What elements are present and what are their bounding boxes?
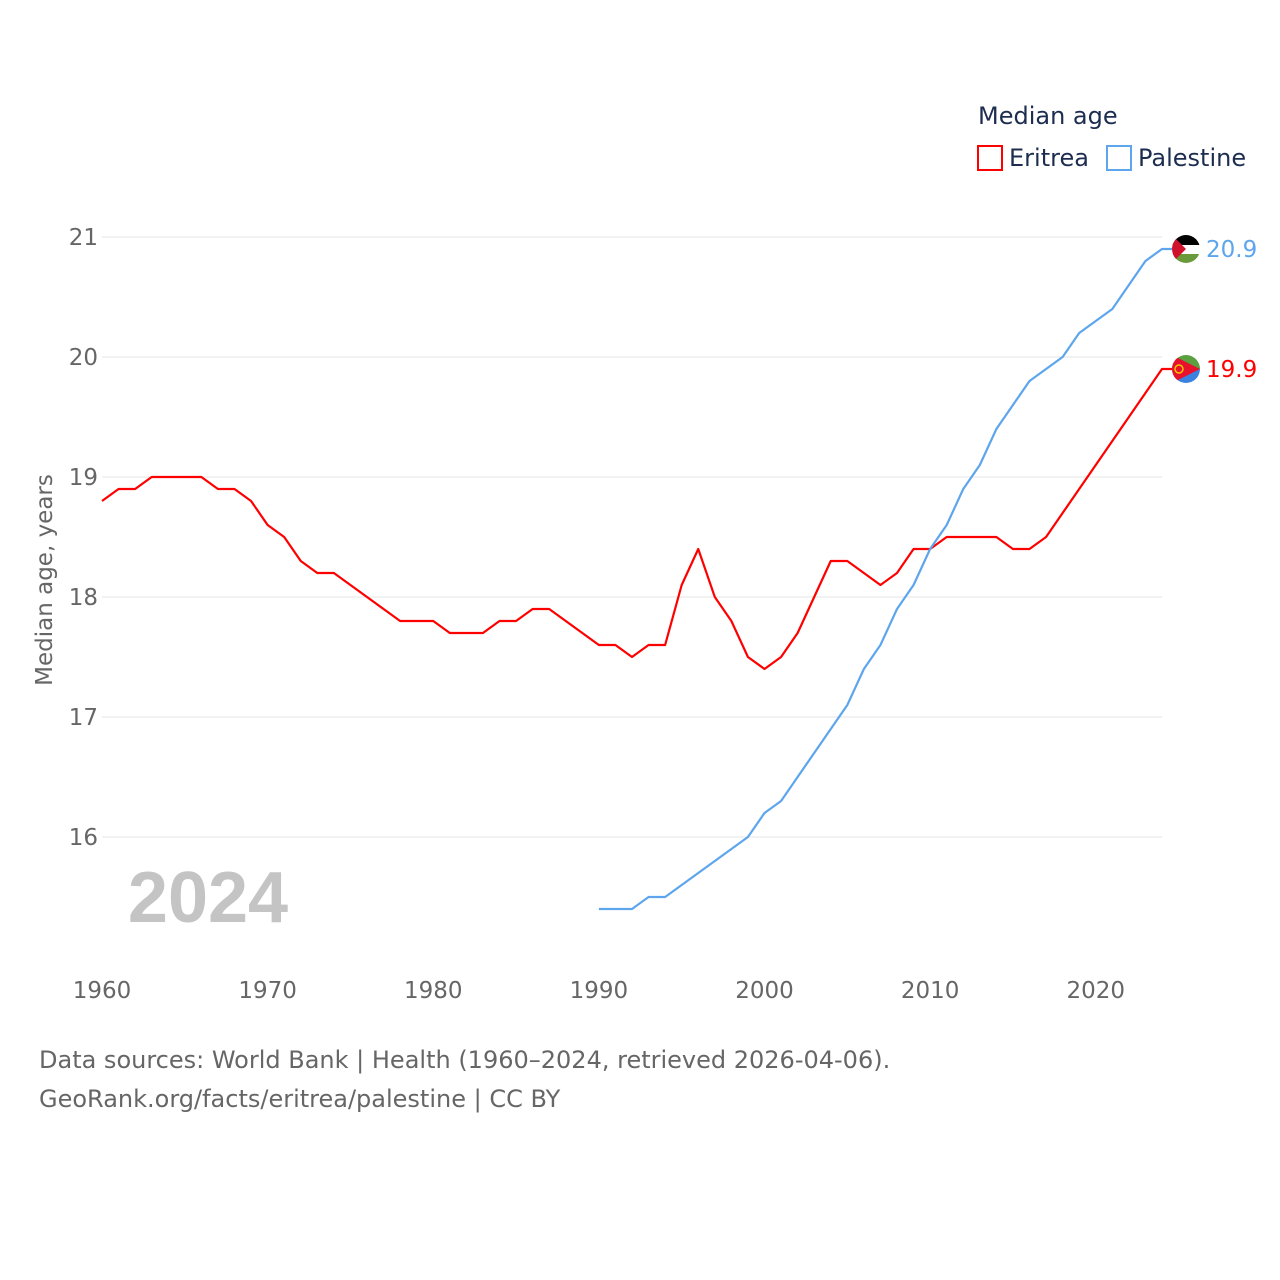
attribution-link[interactable]: GeoRank.org/facts/eritrea/palestine | CC… [39, 1085, 561, 1113]
legend-label-palestine: Palestine [1138, 144, 1246, 172]
x-tick-label: 2020 [1066, 978, 1125, 1004]
x-tick-label: 1960 [73, 978, 132, 1004]
legend-swatch-eritrea [977, 145, 1003, 171]
year-watermark: 2024 [128, 858, 288, 938]
y-tick-label: 18 [69, 585, 98, 611]
legend-swatch-palestine [1106, 145, 1132, 171]
data-source-text: Data sources: World Bank | Health (1960–… [39, 1046, 891, 1074]
y-tick-label: 17 [69, 705, 98, 731]
x-tick-label: 2000 [735, 978, 794, 1004]
y-tick-label: 20 [69, 345, 98, 371]
legend-label-eritrea: Eritrea [1009, 144, 1089, 172]
y-axis-label: Median age, years [32, 474, 58, 686]
end-label-palestine: 20.9 [1206, 237, 1257, 263]
x-tick-label: 1990 [570, 978, 629, 1004]
series-line-palestine [598, 247, 1172, 911]
end-label-eritrea: 19.9 [1206, 357, 1257, 383]
x-tick-label: 2010 [901, 978, 960, 1004]
x-tick-label: 1970 [238, 978, 297, 1004]
eritrea-flag-icon [1172, 355, 1200, 383]
x-tick-label: 1980 [404, 978, 463, 1004]
y-tick-label: 21 [69, 225, 98, 251]
series-line-eritrea [101, 367, 1172, 671]
y-tick-label: 16 [69, 825, 98, 851]
y-tick-label: 19 [69, 465, 98, 491]
palestine-flag-icon [1172, 235, 1200, 263]
legend-title: Median age [978, 102, 1118, 130]
